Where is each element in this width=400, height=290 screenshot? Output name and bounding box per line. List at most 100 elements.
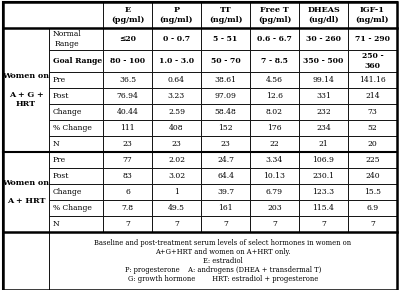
Bar [201, 28, 250, 50]
Bar [49, 216, 103, 232]
Text: 4.56: 4.56 [266, 76, 283, 84]
Bar [299, 152, 348, 168]
Bar [3, 2, 103, 28]
Bar [201, 72, 250, 88]
Bar [103, 152, 152, 168]
Bar [348, 152, 397, 168]
Text: 73: 73 [368, 108, 378, 116]
Bar [348, 88, 397, 104]
Bar [348, 184, 397, 200]
Bar [152, 152, 201, 168]
Bar [299, 104, 348, 120]
Bar [152, 50, 201, 72]
Text: 39.7: 39.7 [217, 188, 234, 196]
Text: 80 - 100: 80 - 100 [110, 57, 145, 65]
Bar [103, 2, 152, 28]
Text: 6.79: 6.79 [266, 188, 283, 196]
Bar [250, 28, 299, 50]
Bar [299, 184, 348, 200]
Bar [250, 50, 299, 72]
Bar [49, 120, 103, 136]
Bar [250, 216, 299, 232]
Text: DHEAS
(ug/dl): DHEAS (ug/dl) [307, 6, 340, 23]
Bar [201, 136, 250, 152]
Text: 250 -
360: 250 - 360 [362, 52, 383, 70]
Text: % Change: % Change [53, 124, 92, 132]
Text: 5 - 51: 5 - 51 [213, 35, 238, 43]
Text: 408: 408 [169, 124, 184, 132]
Bar [152, 28, 201, 50]
Bar [250, 72, 299, 88]
Bar [152, 72, 201, 88]
Text: 3.02: 3.02 [168, 172, 185, 180]
Text: 30 - 260: 30 - 260 [306, 35, 341, 43]
Text: 2.02: 2.02 [168, 156, 185, 164]
Bar [152, 104, 201, 120]
Text: 176: 176 [267, 124, 282, 132]
Text: Baseline and post-treatment serum levels of select hormones in women on
A+G+HRT : Baseline and post-treatment serum levels… [94, 239, 352, 283]
Text: 203: 203 [267, 204, 282, 212]
Bar [103, 88, 152, 104]
Text: 350 - 500: 350 - 500 [303, 57, 344, 65]
Text: Change: Change [53, 188, 82, 196]
Bar [201, 216, 250, 232]
Bar [348, 28, 397, 50]
Text: 83: 83 [122, 172, 132, 180]
Bar [103, 200, 152, 216]
Text: 8.02: 8.02 [266, 108, 283, 116]
Text: 1: 1 [174, 188, 179, 196]
Bar [250, 168, 299, 184]
Text: 6.9: 6.9 [366, 204, 378, 212]
Text: Post: Post [53, 92, 69, 100]
Text: 240: 240 [365, 172, 380, 180]
Text: 141.16: 141.16 [359, 76, 386, 84]
Bar [250, 2, 299, 28]
Bar [250, 104, 299, 120]
Bar [201, 200, 250, 216]
Text: 40.44: 40.44 [116, 108, 138, 116]
Text: Goal Range: Goal Range [53, 57, 102, 65]
Bar [348, 200, 397, 216]
Text: 50 - 70: 50 - 70 [211, 57, 240, 65]
Text: E
(pg/ml): E (pg/ml) [111, 6, 144, 23]
Text: Pre: Pre [53, 76, 66, 84]
Text: 123.3: 123.3 [312, 188, 334, 196]
Bar [299, 28, 348, 50]
Text: 64.4: 64.4 [217, 172, 234, 180]
Bar [103, 72, 152, 88]
Bar [201, 168, 250, 184]
Text: 7: 7 [370, 220, 375, 228]
Bar [49, 104, 103, 120]
Text: Women on

A + G +
HRT: Women on A + G + HRT [2, 72, 50, 108]
Text: 106.9: 106.9 [312, 156, 334, 164]
Text: 234: 234 [316, 124, 331, 132]
Text: 0 - 0.7: 0 - 0.7 [163, 35, 190, 43]
Text: 71 - 290: 71 - 290 [355, 35, 390, 43]
Bar [103, 216, 152, 232]
Bar [299, 136, 348, 152]
Text: 21: 21 [319, 140, 328, 148]
Bar [250, 88, 299, 104]
Text: Free T
(pg/ml): Free T (pg/ml) [258, 6, 291, 23]
Bar [3, 152, 49, 232]
Text: 99.14: 99.14 [312, 76, 334, 84]
Text: Pre: Pre [53, 156, 66, 164]
Bar [348, 216, 397, 232]
Bar [348, 2, 397, 28]
Text: 331: 331 [316, 92, 331, 100]
Bar [348, 136, 397, 152]
Bar [201, 152, 250, 168]
Bar [152, 184, 201, 200]
Bar [152, 216, 201, 232]
Bar [49, 184, 103, 200]
Bar [49, 136, 103, 152]
Text: 1.0 - 3.0: 1.0 - 3.0 [159, 57, 194, 65]
Bar [152, 200, 201, 216]
Text: 161: 161 [218, 204, 233, 212]
Bar [250, 200, 299, 216]
Text: 58.48: 58.48 [214, 108, 236, 116]
Bar [49, 88, 103, 104]
Text: % Change: % Change [53, 204, 92, 212]
Text: 0.6 - 6.7: 0.6 - 6.7 [257, 35, 292, 43]
Text: 115.4: 115.4 [312, 204, 334, 212]
